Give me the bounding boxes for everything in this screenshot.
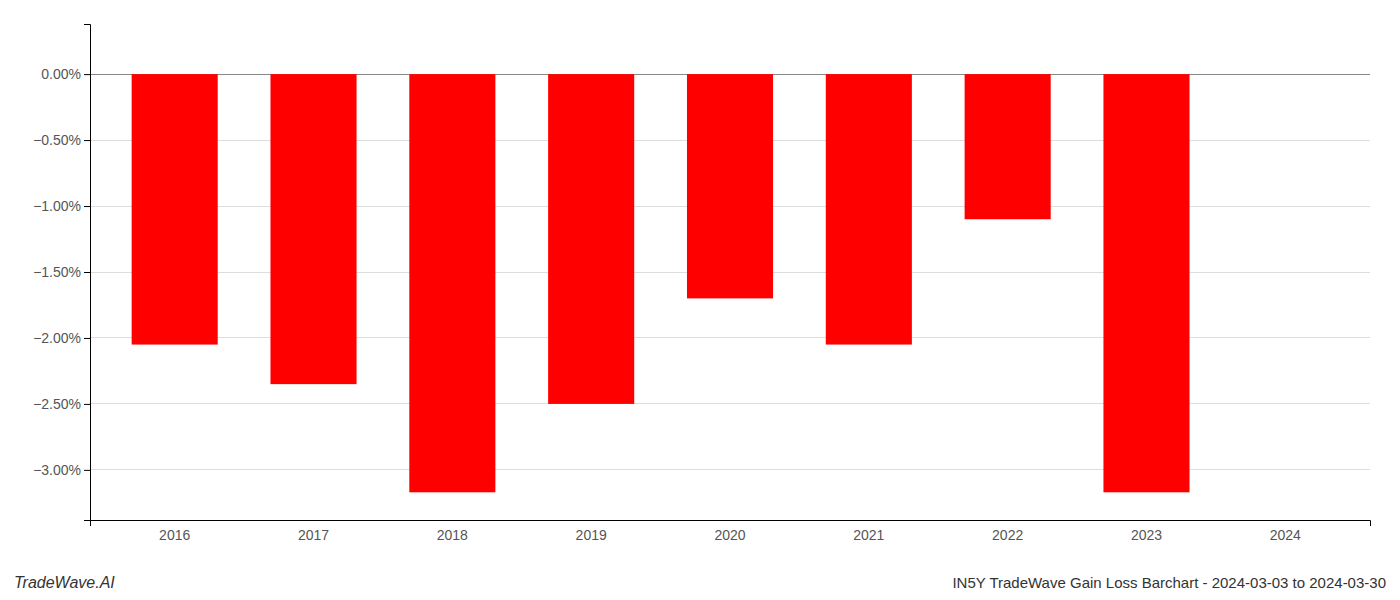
plot-area: 0.00% −0.50% −1.00% −1.50% −2.00% −2.50% −3.00… <box>33 25 1370 543</box>
tick-label: 2024 <box>1270 527 1301 543</box>
tick-mark <box>84 272 90 273</box>
axis-line <box>84 25 91 521</box>
tick-label: 2022 <box>992 527 1023 543</box>
annotation: TradeWave.AI <box>14 574 115 591</box>
tick: 2020 <box>714 527 745 543</box>
tick-label: 2019 <box>576 527 607 543</box>
tick-label: −0.50% <box>33 132 81 148</box>
bar <box>270 74 356 384</box>
bar <box>132 74 218 344</box>
bar <box>409 74 495 492</box>
tick: 2021 <box>853 527 884 543</box>
tick-label: 0.00% <box>41 66 81 82</box>
bar <box>1242 74 1328 75</box>
tick: −2.00% <box>33 330 90 346</box>
bar <box>687 74 773 298</box>
tick-label: 2020 <box>714 527 745 543</box>
tick: 2023 <box>1131 527 1162 543</box>
tick: −3.00% <box>33 462 90 478</box>
bar <box>1103 74 1189 492</box>
tick: 2024 <box>1270 527 1301 543</box>
tick: −1.00% <box>33 198 90 214</box>
chart-svg: 0.00% −0.50% −1.00% −1.50% −2.00% −2.50% −3.00… <box>0 0 1400 600</box>
tick-label: −3.00% <box>33 462 81 478</box>
chart-container: 0.00% −0.50% −1.00% −1.50% −2.00% −2.50% −3.00… <box>0 0 1400 600</box>
tick-label: 2018 <box>437 527 468 543</box>
x-axis: 2016 2017 2018 2019 2020 2021 2022 2023 2024 <box>91 521 1371 543</box>
bar <box>826 74 912 344</box>
bar <box>965 74 1051 219</box>
bars <box>132 74 1190 492</box>
tick-label: 2017 <box>298 527 329 543</box>
tick: −0.50% <box>33 132 90 148</box>
tick: 2018 <box>437 527 468 543</box>
tick: 2022 <box>992 527 1023 543</box>
tick: −1.50% <box>33 264 90 280</box>
tick: −2.50% <box>33 396 90 412</box>
tick-label: −2.50% <box>33 396 81 412</box>
tick: 0.00% <box>41 66 90 82</box>
tick-mark <box>84 74 90 75</box>
tick-label: −1.00% <box>33 198 81 214</box>
tick-mark <box>84 404 90 405</box>
tick-mark <box>84 140 90 141</box>
tick: 2016 <box>159 527 190 543</box>
title: IN5Y TradeWave Gain Loss Barchart - 2024… <box>952 574 1386 591</box>
tick-label: −1.50% <box>33 264 81 280</box>
bar <box>548 74 634 404</box>
y-axis: 0.00% −0.50% −1.00% −1.50% −2.00% −2.50% −3.00… <box>33 25 90 521</box>
axis-line <box>91 521 1371 527</box>
tick-mark <box>84 338 90 339</box>
tick-label: 2023 <box>1131 527 1162 543</box>
tick: 2017 <box>298 527 329 543</box>
tick-mark <box>84 206 90 207</box>
tick-label: 2016 <box>159 527 190 543</box>
tick-label: −2.00% <box>33 330 81 346</box>
tick-label: 2021 <box>853 527 884 543</box>
tick-mark <box>84 470 90 471</box>
tick: 2019 <box>576 527 607 543</box>
